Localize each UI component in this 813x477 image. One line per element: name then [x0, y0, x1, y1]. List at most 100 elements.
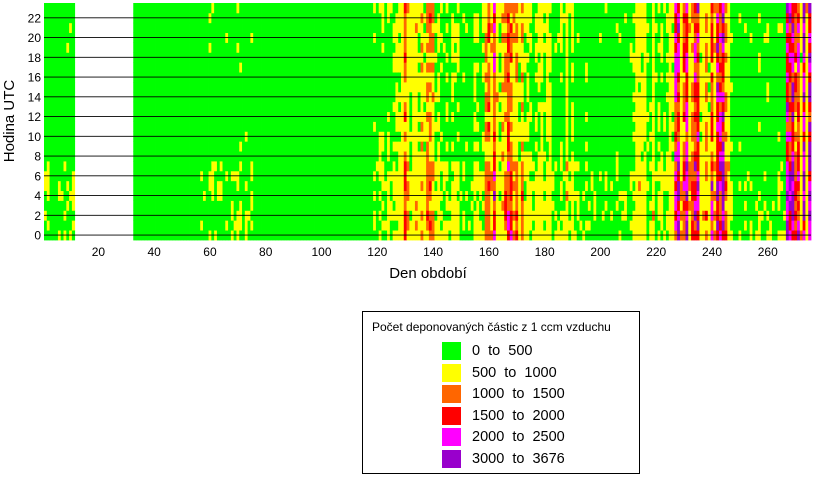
heatmap-cell: [568, 180, 572, 192]
heatmap-cell: [534, 200, 539, 211]
heatmap-cell: [646, 62, 650, 73]
heatmap-cell: [448, 121, 452, 132]
heatmap-cell: [579, 180, 583, 192]
heatmap-cell: [136, 121, 140, 132]
heatmap-cell: [479, 141, 483, 152]
heatmap-cell: [373, 42, 377, 53]
heatmap-cell: [297, 220, 301, 231]
heatmap-cell: [473, 200, 477, 211]
heatmap-cell: [314, 121, 318, 132]
heatmap-cell: [582, 62, 586, 73]
heatmap-cell: [537, 141, 541, 152]
heatmap-cell: [350, 22, 354, 34]
heatmap-cell: [587, 22, 592, 34]
heatmap-cell: [529, 62, 533, 73]
heatmap-cell: [481, 200, 486, 211]
heatmap-cell: [149, 82, 154, 93]
heatmap-cell: [537, 180, 541, 192]
heatmap-cell: [487, 101, 491, 113]
heatmap-cell: [417, 3, 421, 14]
heatmap-cell: [250, 22, 254, 34]
heatmap-cell: [548, 62, 553, 73]
heatmap-cell: [281, 3, 285, 14]
heatmap-cell: [52, 141, 56, 152]
heatmap-cell: [607, 101, 611, 113]
heatmap-cell: [551, 161, 555, 172]
heatmap-cell: [200, 200, 204, 211]
heatmap-cell: [197, 220, 201, 231]
heatmap-cell: [401, 220, 405, 231]
heatmap-cell: [532, 22, 536, 34]
heatmap-cell: [540, 22, 544, 34]
heatmap-cell: [470, 42, 474, 53]
heatmap-cell: [495, 62, 500, 73]
heatmap-cell: [456, 200, 460, 211]
heatmap-cell: [370, 180, 374, 192]
heatmap-cell: [512, 101, 516, 113]
heatmap-cell: [219, 161, 223, 172]
heatmap-cell: [147, 141, 151, 152]
heatmap-cell: [214, 220, 218, 231]
heatmap-cell: [646, 101, 650, 113]
heatmap-cell: [629, 101, 633, 113]
heatmap-cell: [426, 22, 430, 34]
heatmap-cell: [434, 121, 438, 132]
heatmap-cell: [144, 42, 148, 53]
heatmap-cell: [44, 42, 48, 53]
heatmap-cell: [297, 101, 301, 113]
heatmap-cell: [579, 161, 583, 172]
heatmap-cell: [618, 22, 622, 34]
heatmap-cell: [239, 42, 243, 53]
heatmap-cell: [395, 42, 399, 53]
heatmap-cell: [646, 42, 650, 53]
heatmap-cell: [518, 180, 522, 192]
heatmap-cell: [278, 141, 282, 152]
heatmap-cell: [311, 141, 315, 152]
heatmap-cell: [585, 141, 589, 152]
heatmap-cell: [529, 3, 533, 14]
heatmap-cell: [565, 141, 569, 152]
heatmap-cell: [144, 22, 148, 34]
heatmap-cell: [442, 121, 447, 132]
heatmap-cell: [607, 82, 611, 93]
heatmap-cell: [504, 82, 508, 93]
heatmap-cell: [163, 3, 168, 14]
heatmap-cell: [69, 101, 73, 113]
heatmap-cell: [484, 180, 488, 192]
heatmap-cell: [345, 62, 349, 73]
heatmap-cell: [214, 22, 218, 34]
heatmap-cell: [306, 3, 310, 14]
heatmap-cell: [434, 101, 438, 113]
heatmap-cell: [205, 42, 209, 53]
heatmap-cell: [144, 200, 148, 211]
heatmap-cell: [286, 22, 290, 34]
heatmap-cell: [626, 200, 631, 211]
heatmap-cell: [295, 42, 299, 53]
heatmap-cell: [573, 62, 578, 73]
heatmap-cell: [562, 220, 566, 231]
heatmap-cell: [554, 42, 558, 53]
heatmap-cell: [640, 200, 645, 211]
heatmap-cell: [255, 22, 260, 34]
heatmap-cell: [442, 161, 447, 172]
heatmap-cell: [353, 42, 357, 53]
heatmap-cell: [652, 141, 656, 152]
heatmap-cell: [532, 180, 536, 192]
heatmap-cell: [579, 82, 583, 93]
heatmap-cell: [186, 82, 190, 93]
heatmap-cell: [679, 42, 684, 53]
heatmap-cell: [481, 22, 486, 34]
heatmap-cell: [490, 101, 494, 113]
heatmap-cell: [359, 62, 363, 73]
heatmap-cell: [239, 22, 243, 34]
heatmap-cell: [387, 3, 391, 14]
heatmap-cell: [428, 180, 433, 192]
heatmap-cell: [169, 220, 173, 231]
heatmap-cell: [526, 101, 530, 113]
heatmap-cell: [523, 22, 527, 34]
heatmap-cell: [654, 220, 658, 231]
heatmap-cell: [493, 220, 497, 231]
heatmap-cell: [308, 200, 313, 211]
heatmap-cell: [166, 62, 170, 73]
heatmap-cell: [401, 22, 405, 34]
